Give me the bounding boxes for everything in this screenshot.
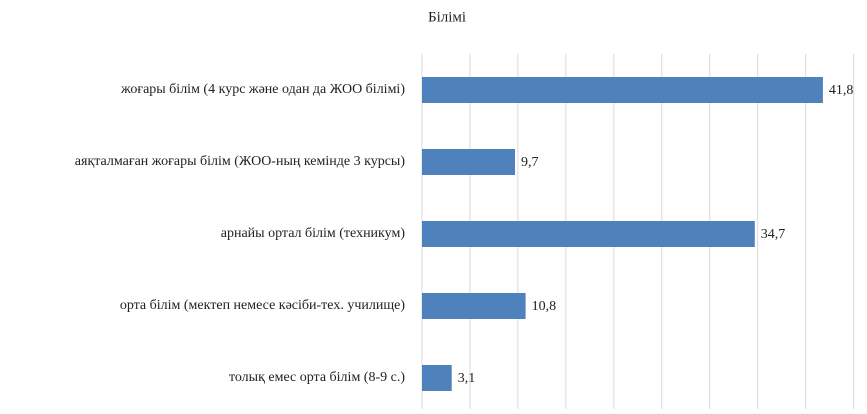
data-label: 41,8 <box>829 83 854 98</box>
data-label: 3,1 <box>458 371 476 386</box>
chart-title: Білімі <box>428 9 466 25</box>
data-label: 34,7 <box>761 227 786 242</box>
y-tick-label: жоғары білім (4 курс және одан да ЖОО бі… <box>120 82 405 97</box>
data-label: 10,8 <box>532 299 557 314</box>
y-tick-label: арнайы ортал білім (техникум) <box>221 226 406 241</box>
y-tick-label: аяқталмаған жоғары білім (ЖОО-ның кемінд… <box>75 154 406 169</box>
bar <box>422 221 755 247</box>
bar <box>422 149 516 175</box>
data-label: 9,7 <box>521 155 539 170</box>
y-tick-label: толық емес орта білім (8-9 с.) <box>229 370 405 385</box>
bar <box>422 365 452 391</box>
y-tick-label: орта білім (мектеп немесе кәсіби-тех. уч… <box>120 298 406 313</box>
bar <box>422 77 823 103</box>
bar <box>422 293 526 319</box>
